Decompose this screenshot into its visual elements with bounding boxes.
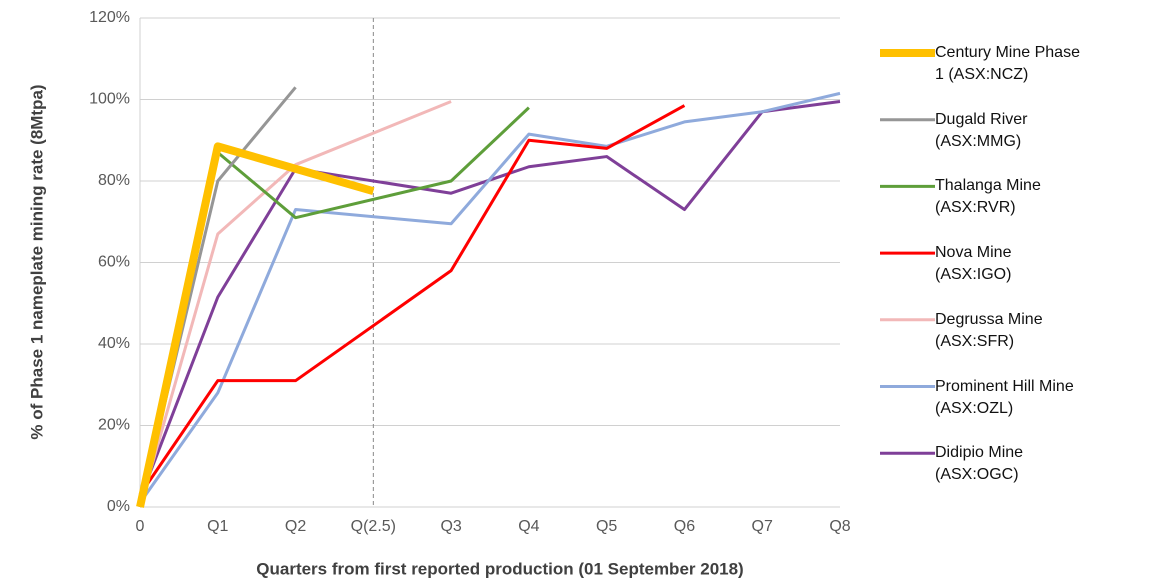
x-tick-label: Q6 [674, 518, 695, 535]
series-line [138, 100, 841, 500]
legend-label: Degrussa Mine (ASX:SFR) [935, 310, 1043, 350]
y-tick-label: 80% [98, 172, 130, 189]
legend-label: Prominent Hill Mine (ASX:OZL) [935, 377, 1074, 417]
x-tick-label: Q1 [207, 518, 228, 535]
legend-label: Dugald River (ASX:MMG) [935, 110, 1028, 150]
x-tick-label: Q3 [440, 518, 461, 535]
y-tick-label: 0% [107, 498, 130, 515]
legend-label: Century Mine Phase 1 (ASX:NCZ) [935, 44, 1080, 83]
series-line [138, 91, 841, 504]
y-tick-label: 120% [89, 9, 130, 26]
legend-label: Didipio Mine (ASX:OGC) [935, 444, 1024, 484]
x-tick-label: Q4 [518, 518, 539, 535]
x-axis-label: Quarters from first reported production … [256, 559, 743, 578]
y-axis-label: % of Phase 1 nameplate mining rate (8Mtp… [27, 84, 46, 439]
series-line [136, 142, 375, 508]
legend-label: Nova Mine (ASX:IGO) [935, 244, 1012, 284]
y-tick-label: 100% [89, 91, 130, 108]
y-tick-label: 60% [98, 254, 130, 271]
series-line [138, 100, 452, 508]
x-tick-label: Q(2.5) [351, 518, 396, 535]
y-tick-label: 40% [98, 335, 130, 352]
y-tick-label: 20% [98, 417, 130, 434]
x-tick-label: Q7 [752, 518, 773, 535]
x-tick-label: Q8 [829, 518, 850, 535]
x-tick-label: Q2 [285, 518, 306, 535]
x-tick-label: 0 [136, 518, 145, 535]
series-line [138, 104, 686, 496]
legend-label: Thalanga Mine (ASX:RVR) [935, 177, 1041, 217]
x-tick-label: Q5 [596, 518, 617, 535]
